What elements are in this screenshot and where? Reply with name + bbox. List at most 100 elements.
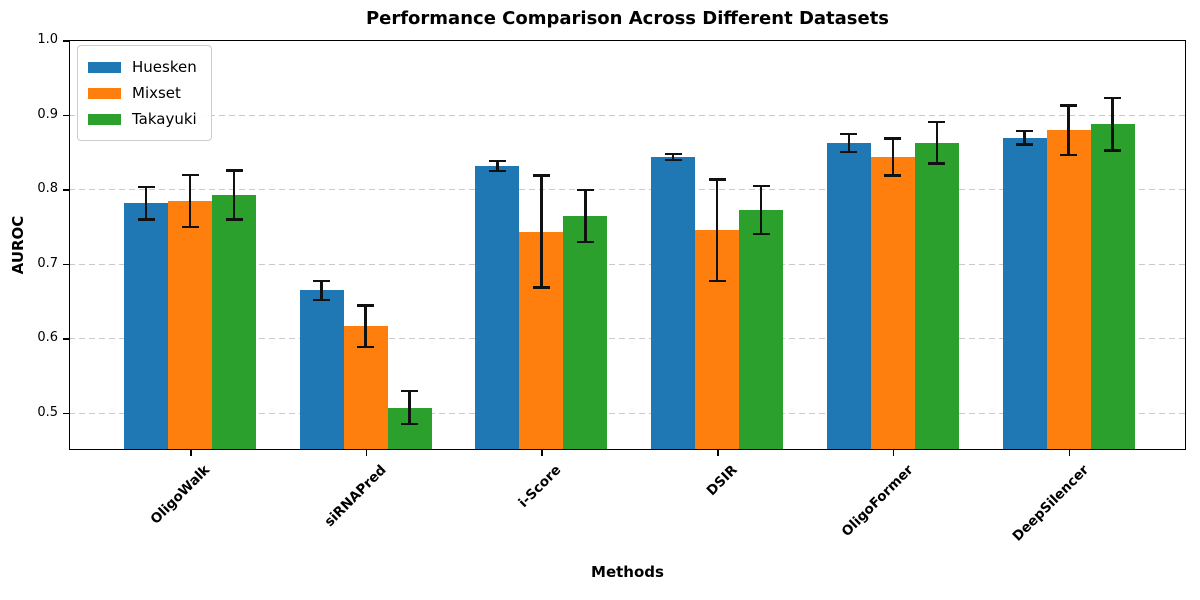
x-tick-mark [892, 450, 895, 456]
bar-mixset-deepsilencer [1046, 130, 1091, 450]
legend: Huesken Mixset Takayuki [77, 45, 212, 141]
error-bar-cap [137, 185, 155, 189]
legend-item-mixset: Mixset [88, 80, 197, 106]
y-tick-label: 0.8 [37, 181, 58, 197]
x-tick-label-i-score: i-Score [515, 462, 565, 511]
y-tick-mark [63, 263, 69, 266]
error-bar-cap [1060, 104, 1077, 107]
gridline [69, 412, 1186, 414]
y-tick-mark [63, 114, 69, 117]
legend-item-huesken: Huesken [88, 54, 197, 80]
x-axis-label: Methods [591, 563, 664, 581]
legend-item-takayuki: Takayuki [88, 106, 197, 132]
bar-huesken-dsir [651, 157, 696, 450]
error-bar-cap [225, 218, 243, 221]
error-bar-cap [576, 188, 594, 192]
error-bar-cap [840, 150, 858, 154]
error-bar-cap [357, 304, 375, 307]
error-bar [1111, 98, 1114, 151]
plot-area: Huesken Mixset Takayuki [69, 40, 1186, 450]
error-bar-cap [708, 178, 726, 181]
error-bar-cap [576, 240, 594, 244]
error-bar [584, 189, 587, 242]
y-tick-mark [63, 338, 69, 340]
bar-takayuki-i-score [563, 215, 608, 450]
error-bar [144, 186, 148, 220]
error-bar [408, 391, 411, 424]
error-bar [1067, 105, 1070, 155]
error-bar-cap [488, 159, 506, 162]
error-bar-cap [1060, 153, 1077, 157]
error-bar-cap [928, 162, 946, 165]
x-tick-mark [1068, 450, 1070, 456]
error-bar-cap [752, 184, 770, 188]
y-tick-mark [63, 412, 69, 415]
error-bar [759, 186, 763, 234]
legend-swatch [88, 113, 121, 125]
error-bar [715, 179, 719, 281]
error-bar [188, 174, 192, 228]
error-bar [847, 133, 851, 152]
error-bar-cap [884, 137, 902, 140]
x-tick-mark [365, 450, 368, 456]
error-bar [891, 138, 895, 176]
x-tick-label-deepsilencer: DeepSilencer [1009, 462, 1092, 545]
bar-mixset-oligoformer [870, 157, 915, 450]
y-tick-label: 1.0 [37, 32, 58, 47]
error-bar-cap [401, 422, 419, 426]
bar-takayuki-dsir [739, 209, 784, 450]
x-tick-mark [541, 450, 543, 456]
error-bar [232, 170, 236, 220]
y-tick-label: 0.6 [37, 330, 58, 346]
x-tick-label-dsir: DSIR [703, 462, 741, 500]
legend-label: Huesken [132, 58, 197, 76]
error-bar-cap [664, 152, 682, 156]
gridline [69, 338, 1186, 340]
bar-huesken-deepsilencer [1002, 137, 1047, 450]
y-tick-mark [63, 40, 69, 42]
x-tick-label-oligowalk: OligoWalk [147, 462, 214, 528]
error-bar-cap [928, 120, 946, 124]
bar-huesken-i-score [475, 165, 520, 450]
error-bar-cap [1016, 143, 1033, 146]
error-bar [496, 160, 499, 172]
error-bar-cap [1104, 149, 1121, 152]
error-bar [935, 122, 939, 164]
gridline [69, 114, 1186, 116]
x-tick-label-sirnapred: siRNAPred [321, 462, 390, 531]
error-bar-cap [137, 218, 155, 221]
x-tick-label-oligoformer: OligoFormer [838, 462, 917, 540]
bar-takayuki-oligowalk [212, 195, 256, 450]
error-bar-cap [313, 298, 331, 302]
error-bar [1023, 130, 1026, 145]
error-bar [320, 280, 323, 301]
error-bar-cap [708, 279, 726, 283]
error-bar-cap [401, 389, 419, 393]
x-tick-mark [190, 450, 192, 456]
error-bar-cap [225, 169, 243, 172]
y-tick-mark [63, 189, 69, 191]
x-tick-mark [717, 450, 719, 456]
error-bar-cap [664, 158, 682, 162]
bar-mixset-oligowalk [168, 201, 212, 450]
error-bar-cap [532, 174, 550, 177]
gridline [69, 189, 1186, 191]
error-bar-cap [1104, 96, 1121, 100]
y-tick-label: 0.7 [37, 255, 58, 271]
y-tick-label: 0.9 [37, 106, 58, 122]
error-bar-cap [1016, 129, 1033, 133]
legend-label: Mixset [132, 84, 181, 102]
bar-takayuki-oligoformer [914, 142, 959, 450]
bar-huesken-oligoformer [826, 142, 871, 450]
bar-huesken-sirnapred [299, 290, 344, 450]
legend-swatch [88, 87, 121, 99]
legend-label: Takayuki [132, 110, 197, 128]
error-bar-cap [357, 345, 375, 349]
y-tick-label: 0.5 [37, 404, 58, 420]
gridline [69, 263, 1186, 265]
error-bar [364, 305, 367, 348]
error-bar-cap [752, 232, 770, 236]
bar-takayuki-deepsilencer [1090, 124, 1135, 450]
error-bar [540, 175, 543, 288]
